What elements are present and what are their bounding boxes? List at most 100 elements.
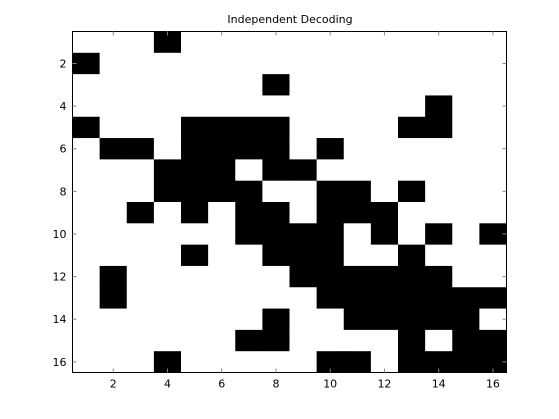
heatmap-cell bbox=[289, 159, 318, 182]
heatmap-cell bbox=[479, 31, 507, 54]
heatmap-cell bbox=[370, 31, 399, 54]
heatmap-cell bbox=[370, 329, 399, 352]
heatmap-cell bbox=[343, 31, 372, 54]
heatmap-cell bbox=[425, 244, 453, 267]
heatmap-cell bbox=[72, 308, 101, 331]
heatmap-cell bbox=[181, 351, 209, 373]
heatmap-cells bbox=[72, 31, 507, 373]
heatmap-cell bbox=[452, 223, 480, 246]
heatmap-cell bbox=[72, 287, 101, 309]
heatmap-cell bbox=[99, 74, 128, 96]
heatmap-cell bbox=[72, 74, 101, 96]
heatmap-cell bbox=[316, 52, 345, 75]
heatmap-cell bbox=[343, 351, 372, 373]
heatmap-cell bbox=[99, 223, 128, 246]
heatmap-cell bbox=[289, 202, 318, 224]
heatmap-cell bbox=[343, 223, 372, 246]
heatmap-cell bbox=[316, 244, 345, 267]
heatmap-cell bbox=[452, 329, 480, 352]
heatmap-cell bbox=[343, 308, 372, 331]
heatmap-cell bbox=[425, 287, 453, 309]
chart-title: Independent Decoding bbox=[227, 13, 352, 26]
x-axis-tick-labels: 2 4 6 8 10 12 14 16 bbox=[110, 378, 500, 391]
heatmap-cell bbox=[425, 31, 453, 54]
heatmap-cell bbox=[425, 265, 453, 288]
heatmap-cell bbox=[262, 159, 290, 182]
heatmap-cell bbox=[398, 351, 426, 373]
heatmap-cell bbox=[343, 180, 372, 203]
heatmap-cell bbox=[452, 31, 480, 54]
heatmap-cell bbox=[208, 329, 236, 352]
heatmap-cell bbox=[72, 329, 101, 352]
heatmap-cell bbox=[153, 116, 182, 139]
y-tick-label: 10 bbox=[53, 228, 67, 241]
heatmap-cell bbox=[262, 308, 290, 331]
heatmap-cell bbox=[235, 159, 263, 182]
heatmap-cell bbox=[181, 244, 209, 267]
heatmap-cell bbox=[208, 308, 236, 331]
heatmap-cell bbox=[99, 116, 128, 139]
heatmap-cell bbox=[479, 308, 507, 331]
heatmap-cell bbox=[452, 265, 480, 288]
heatmap-cell bbox=[235, 223, 263, 246]
heatmap-cell bbox=[452, 52, 480, 75]
heatmap-cell bbox=[208, 116, 236, 139]
heatmap-cell bbox=[153, 180, 182, 203]
heatmap-cell bbox=[289, 95, 318, 118]
heatmap-cell bbox=[289, 308, 318, 331]
heatmap-cell bbox=[262, 74, 290, 96]
heatmap-cell bbox=[316, 308, 345, 331]
heatmap-cell bbox=[126, 116, 155, 139]
heatmap-cell bbox=[452, 287, 480, 309]
heatmap-cell bbox=[208, 31, 236, 54]
heatmap-cell bbox=[181, 95, 209, 118]
heatmap-cell bbox=[153, 95, 182, 118]
heatmap-cell bbox=[262, 95, 290, 118]
heatmap-cell bbox=[235, 95, 263, 118]
heatmap-cell bbox=[343, 287, 372, 309]
heatmap-cell bbox=[316, 74, 345, 96]
heatmap-cell bbox=[316, 351, 345, 373]
heatmap-cell bbox=[153, 159, 182, 182]
heatmap-cell bbox=[126, 31, 155, 54]
heatmap-cell bbox=[72, 244, 101, 267]
heatmap-cell bbox=[181, 74, 209, 96]
heatmap-cell bbox=[72, 116, 101, 139]
heatmap-cell bbox=[316, 159, 345, 182]
y-tick-label: 16 bbox=[53, 356, 67, 369]
heatmap-cell bbox=[398, 308, 426, 331]
heatmap-cell bbox=[343, 159, 372, 182]
heatmap-cell bbox=[72, 52, 101, 75]
heatmap-cell bbox=[316, 287, 345, 309]
heatmap-cell bbox=[153, 52, 182, 75]
x-tick-label: 12 bbox=[377, 378, 391, 391]
heatmap-cell bbox=[126, 244, 155, 267]
heatmap-cell bbox=[262, 329, 290, 352]
heatmap-cell bbox=[208, 287, 236, 309]
heatmap-cell bbox=[153, 31, 182, 54]
heatmap-cell bbox=[181, 31, 209, 54]
heatmap-cell bbox=[72, 95, 101, 118]
heatmap-cell bbox=[425, 159, 453, 182]
heatmap-cell bbox=[398, 265, 426, 288]
heatmap-cell bbox=[208, 95, 236, 118]
heatmap-cell bbox=[72, 180, 101, 203]
heatmap-cell bbox=[425, 223, 453, 246]
heatmap-cell bbox=[99, 308, 128, 331]
heatmap-cell bbox=[289, 138, 318, 160]
heatmap-cell bbox=[208, 180, 236, 203]
heatmap-cell bbox=[208, 138, 236, 160]
heatmap-cell bbox=[99, 287, 128, 309]
x-tick-label: 14 bbox=[432, 378, 446, 391]
y-axis-tick-labels: 2 4 6 8 10 12 14 16 bbox=[53, 57, 67, 368]
heatmap-cell bbox=[235, 308, 263, 331]
heatmap-cell bbox=[235, 52, 263, 75]
heatmap-cell bbox=[181, 265, 209, 288]
heatmap-cell bbox=[479, 138, 507, 160]
heatmap-cell bbox=[370, 180, 399, 203]
heatmap-cell bbox=[126, 265, 155, 288]
heatmap-cell bbox=[343, 52, 372, 75]
heatmap-cell bbox=[99, 244, 128, 267]
heatmap-cell bbox=[425, 308, 453, 331]
heatmap-cell bbox=[262, 116, 290, 139]
